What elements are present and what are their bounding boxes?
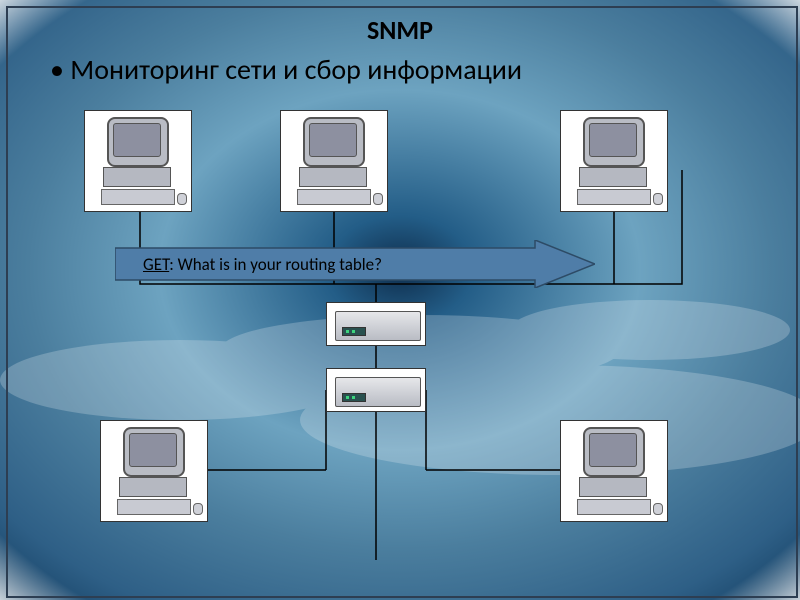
mouse-icon xyxy=(653,503,663,515)
router-icon xyxy=(335,311,421,341)
router-top xyxy=(326,302,426,346)
mouse-icon xyxy=(373,193,383,205)
arrow-label: GET: What is in your routing table? xyxy=(143,254,382,275)
mouse-icon xyxy=(177,193,187,205)
pc-bot-left xyxy=(100,420,208,522)
screen-icon xyxy=(309,123,357,157)
screen-icon xyxy=(589,433,637,467)
pc-top-right xyxy=(560,110,668,212)
cpu-base-icon xyxy=(579,167,647,187)
slide-stage: SNMP Мониторинг сети и сбор информации G… xyxy=(0,0,800,600)
keyboard-icon xyxy=(117,499,191,515)
pc-top-mid xyxy=(280,110,388,212)
keyboard-icon xyxy=(577,189,651,205)
get-arrow: GET: What is in your routing table? xyxy=(115,240,595,288)
router-bot xyxy=(326,368,426,412)
screen-icon xyxy=(129,433,177,467)
screen-icon xyxy=(113,123,161,157)
mouse-icon xyxy=(193,503,203,515)
keyboard-icon xyxy=(101,189,175,205)
pc-bot-right xyxy=(560,420,668,522)
cpu-base-icon xyxy=(299,167,367,187)
arrow-label-rest: : What is in your routing table? xyxy=(169,254,382,275)
mouse-icon xyxy=(653,193,663,205)
cpu-base-icon xyxy=(579,477,647,497)
cpu-base-icon xyxy=(103,167,171,187)
arrow-label-prefix: GET xyxy=(143,254,169,275)
router-icon xyxy=(335,377,421,407)
keyboard-icon xyxy=(297,189,371,205)
cpu-base-icon xyxy=(119,477,187,497)
screen-icon xyxy=(589,123,637,157)
pc-top-left xyxy=(84,110,192,212)
keyboard-icon xyxy=(577,499,651,515)
